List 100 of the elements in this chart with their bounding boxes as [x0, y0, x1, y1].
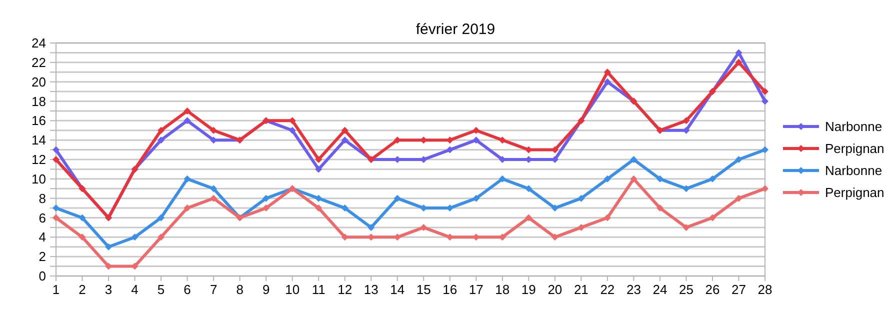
point — [762, 146, 768, 154]
point — [52, 156, 60, 163]
point — [210, 126, 218, 134]
y-tick-label: 14 — [32, 132, 46, 148]
x-tick-label: 3 — [104, 282, 112, 297]
x-tick-label: 17 — [468, 282, 484, 297]
point — [315, 194, 322, 202]
point — [708, 214, 716, 222]
point — [315, 156, 322, 163]
legend-label: Narbonne — [825, 163, 882, 178]
x-tick-label: 18 — [495, 282, 510, 297]
point — [184, 175, 191, 182]
point — [735, 58, 742, 66]
point — [656, 204, 664, 212]
point — [341, 136, 348, 144]
point — [288, 126, 296, 134]
y-tick-label: 6 — [38, 210, 46, 226]
legend-label: Perpignan — [825, 141, 884, 156]
point — [341, 204, 348, 212]
point — [78, 234, 86, 241]
x-tick-label: 8 — [236, 282, 244, 297]
point — [682, 117, 690, 124]
legend-label: Narbonne — [825, 119, 882, 134]
point — [498, 136, 506, 144]
point — [472, 136, 480, 144]
point — [78, 214, 86, 222]
point — [735, 156, 742, 163]
point — [315, 204, 322, 212]
point — [158, 136, 165, 144]
point — [604, 214, 611, 222]
y-tick-label: 8 — [38, 190, 46, 206]
x-tick-label: 7 — [210, 282, 218, 297]
x-tick-label: 12 — [338, 282, 352, 297]
y-tick-label: 20 — [32, 74, 46, 90]
x-tick-label: 2 — [78, 282, 86, 297]
chart-title: février 2019 — [416, 21, 496, 38]
y-tick-label: 4 — [38, 230, 46, 245]
x-tick-label: 20 — [548, 282, 562, 297]
point — [420, 224, 428, 231]
x-tick-label: 21 — [574, 282, 588, 297]
x-tick-label: 24 — [652, 282, 668, 297]
point — [682, 224, 690, 231]
y-tick-label: 16 — [32, 113, 46, 128]
x-tick-label: 16 — [442, 282, 458, 297]
x-tick-label: 5 — [157, 282, 165, 297]
point — [630, 175, 638, 182]
x-tick-label: 1 — [52, 282, 60, 297]
x-tick-label: 25 — [678, 282, 694, 297]
point — [394, 136, 401, 144]
point — [525, 185, 532, 192]
point — [578, 194, 585, 202]
x-tick-label: 6 — [184, 282, 191, 297]
point — [368, 224, 375, 231]
point — [52, 146, 60, 154]
point — [551, 204, 558, 212]
point — [630, 156, 638, 163]
point — [735, 49, 742, 56]
point — [446, 146, 454, 154]
point — [158, 214, 165, 222]
point — [315, 166, 322, 173]
point — [184, 107, 191, 114]
x-tick-label: 13 — [364, 282, 378, 297]
y-tick-label: 22 — [32, 54, 46, 70]
x-tick-label: 19 — [521, 282, 536, 297]
y-tick-label: 2 — [38, 249, 46, 264]
point — [604, 78, 611, 86]
x-tick-label: 9 — [262, 282, 270, 297]
y-tick-label: 0 — [38, 268, 46, 284]
x-tick-label: 26 — [705, 282, 720, 297]
point — [656, 175, 664, 182]
point — [762, 98, 768, 105]
x-tick-label: 15 — [416, 282, 431, 297]
y-tick-label: 12 — [32, 152, 46, 168]
point — [472, 126, 480, 134]
point — [394, 194, 401, 202]
y-tick-label: 24 — [32, 36, 46, 51]
point — [158, 126, 165, 134]
point — [604, 68, 611, 76]
point — [52, 204, 60, 212]
point — [578, 224, 585, 231]
point — [498, 175, 506, 182]
point — [158, 234, 165, 241]
x-tick-label: 10 — [285, 282, 300, 297]
point — [708, 175, 716, 182]
legend-label: Perpignan — [825, 185, 884, 200]
point — [262, 204, 270, 212]
point — [262, 194, 270, 202]
point — [682, 185, 690, 192]
x-tick-label: 4 — [131, 282, 138, 297]
point — [184, 204, 191, 212]
point — [762, 185, 768, 192]
x-tick-label: 27 — [732, 282, 746, 297]
x-tick-label: 23 — [626, 282, 641, 297]
point — [341, 126, 348, 134]
point — [551, 234, 558, 241]
y-tick-label: 18 — [32, 94, 46, 109]
point — [210, 194, 218, 202]
point — [604, 175, 611, 182]
x-tick-label: 28 — [758, 282, 772, 297]
x-tick-label: 14 — [390, 282, 405, 297]
